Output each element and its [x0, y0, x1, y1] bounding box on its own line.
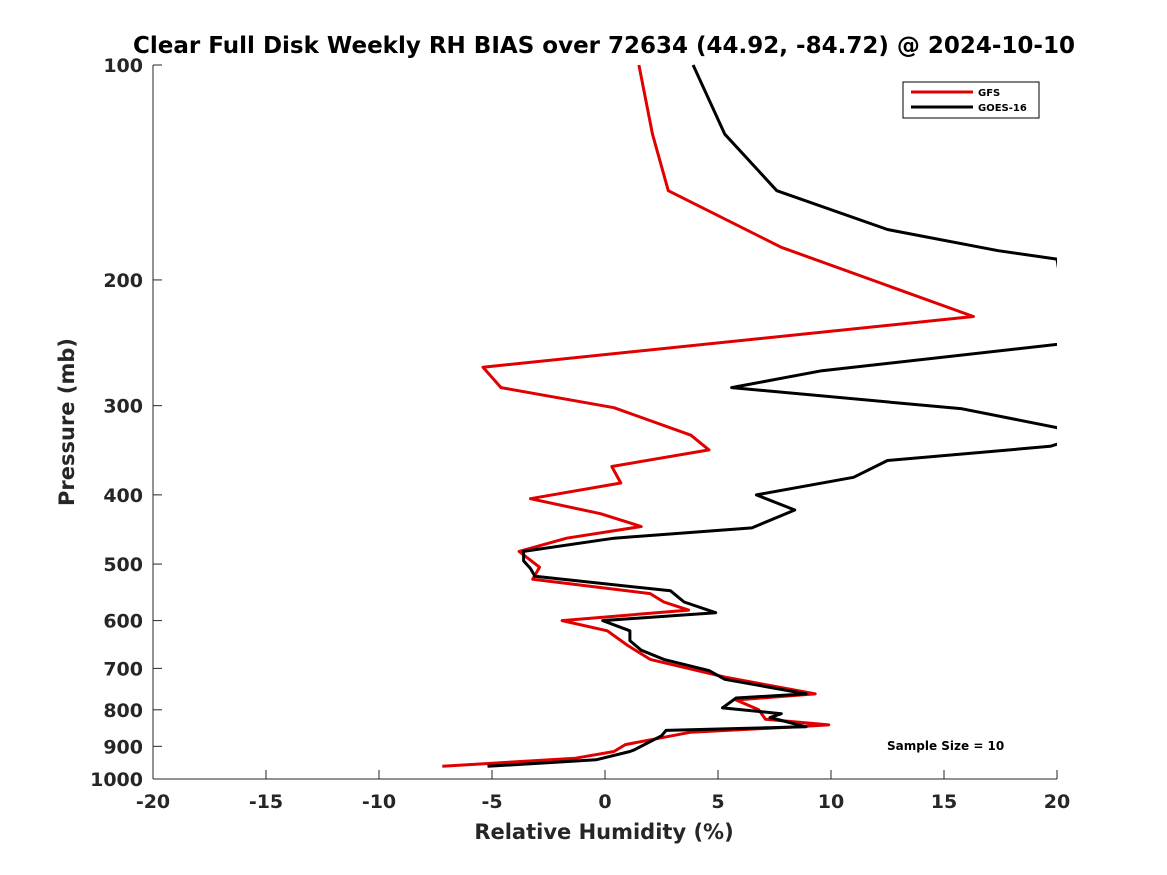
y-axis-label: Pressure (mb)	[55, 338, 79, 506]
x-tick-label: 20	[1044, 791, 1070, 813]
x-tick-label: -20	[136, 791, 170, 813]
y-tick-label: 1000	[90, 769, 143, 791]
x-tick-label: 15	[931, 791, 957, 813]
x-tick-label: -10	[362, 791, 396, 813]
legend-box	[902, 81, 1040, 119]
y-tick-label: 900	[103, 736, 143, 758]
chart-title: Clear Full Disk Weekly RH BIAS over 7263…	[133, 33, 1075, 59]
y-tick-label: 700	[103, 658, 143, 680]
x-tick-label: 10	[818, 791, 844, 813]
x-tick-label: -15	[249, 791, 283, 813]
x-axis-label: Relative Humidity (%)	[474, 820, 733, 844]
data-series	[442, 64, 1057, 768]
sample-size-annotation: Sample Size = 10	[887, 739, 1004, 753]
series-line-gfs	[442, 64, 975, 768]
y-tick-label: 600	[103, 611, 143, 633]
axes	[152, 65, 1057, 780]
x-tick-label: 5	[711, 791, 724, 813]
y-tick-label: 400	[103, 485, 143, 507]
legend: GFS GOES-16	[902, 81, 1040, 119]
y-tick-label: 200	[103, 270, 143, 292]
y-tick-label: 100	[103, 55, 143, 77]
series-line-goes16	[487, 64, 1057, 768]
x-tick-labels: -20 -15 -10 -5 0 5 10 15 20	[136, 791, 1070, 813]
x-tick-label: -5	[481, 791, 502, 813]
y-tick-label: 300	[103, 396, 143, 418]
legend-label-gfs: GFS	[978, 88, 1000, 99]
y-tick-labels: 100 200 300 400 500 600 700 800 900 1000	[90, 55, 143, 791]
x-tick-label: 0	[598, 791, 611, 813]
y-tick-label: 800	[103, 700, 143, 722]
y-tick-label: 500	[103, 554, 143, 576]
legend-label-goes16: GOES-16	[978, 103, 1027, 114]
